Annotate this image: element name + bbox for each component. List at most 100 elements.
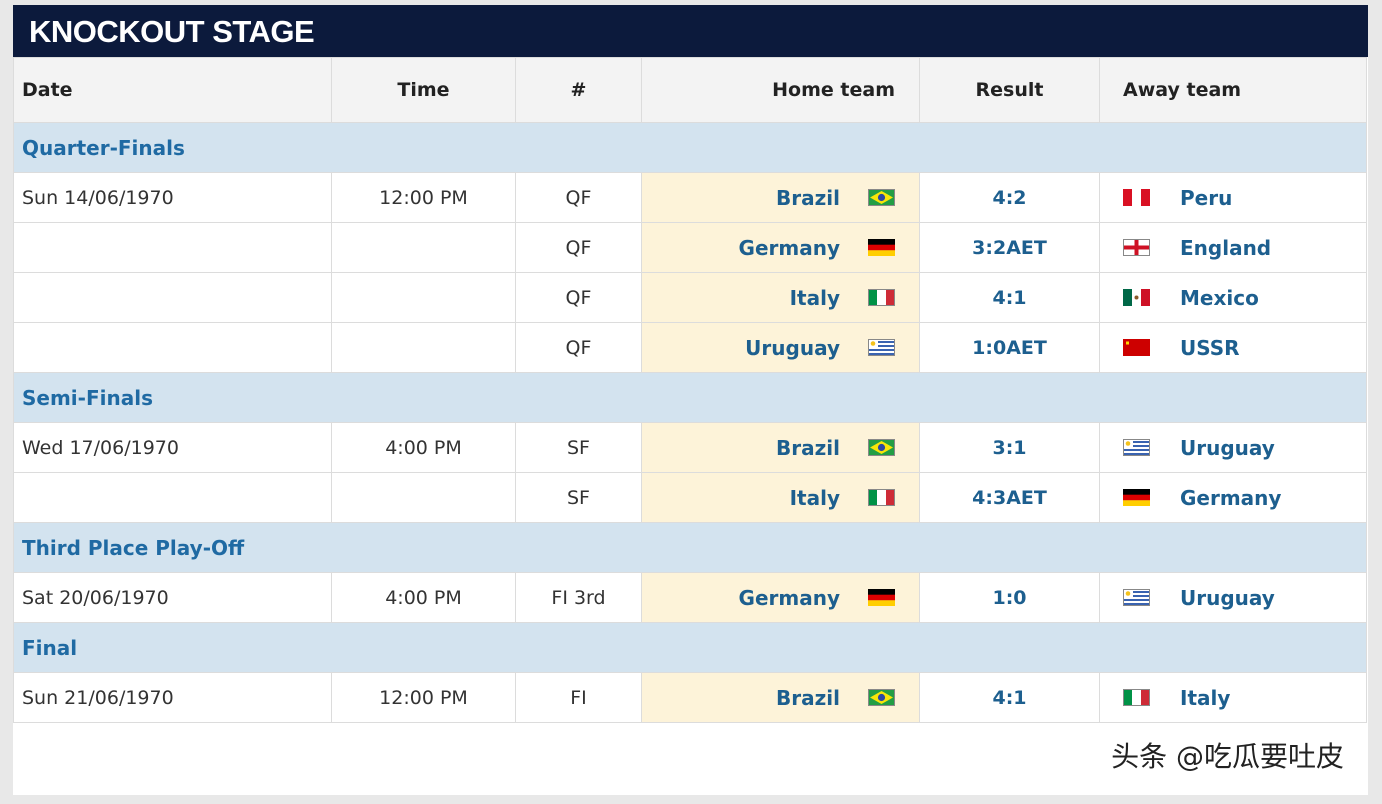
home-cell: Uruguay (641, 322, 920, 373)
home-team[interactable]: Brazil (776, 685, 840, 710)
time (331, 472, 516, 523)
flag (1123, 239, 1150, 256)
time (331, 322, 516, 373)
flag (868, 689, 895, 706)
time: 4:00 PM (331, 572, 516, 623)
result[interactable]: 1:0AET (919, 322, 1100, 373)
away-team[interactable]: Uruguay (1180, 435, 1275, 460)
result[interactable]: 3:1 (919, 422, 1100, 473)
flag (1123, 339, 1150, 356)
away-cell: Uruguay (1099, 572, 1367, 623)
column-header[interactable]: Away team (1099, 57, 1367, 123)
match-row: Sun 14/06/1970 12:00 PM QF Brazil 4:2 Peru (13, 172, 1367, 223)
column-header[interactable]: Date (13, 57, 332, 123)
section-title: Semi-Finals (13, 372, 1367, 423)
match-row: SF Italy 4:3AET Germany (13, 472, 1367, 523)
home-cell: Brazil (641, 672, 920, 723)
table-body: Quarter-Finals Sun 14/06/1970 12:00 PM QF Br… (13, 122, 1367, 723)
panel: KNOCKOUT STAGE Date Time # Home team Res… (13, 5, 1368, 795)
flag (868, 439, 895, 456)
flag (1123, 489, 1150, 506)
match-code: SF (515, 422, 642, 473)
fixtures-table: Date Time # Home team Result Away team Q… (13, 57, 1367, 723)
result[interactable]: 3:2AET (919, 222, 1100, 273)
match-code: QF (515, 222, 642, 273)
flag (1123, 439, 1150, 456)
away-team[interactable]: Uruguay (1180, 585, 1275, 610)
away-cell: Germany (1099, 472, 1367, 523)
flag (868, 189, 895, 206)
match-code: FI 3rd (515, 572, 642, 623)
date (13, 222, 332, 273)
date (13, 272, 332, 323)
result[interactable]: 1:0 (919, 572, 1100, 623)
home-cell: Germany (641, 572, 920, 623)
flag (1123, 589, 1150, 606)
home-cell: Germany (641, 222, 920, 273)
match-row: QF Italy 4:1 Mexico (13, 272, 1367, 323)
away-team[interactable]: Peru (1180, 185, 1233, 210)
section-title: Third Place Play-Off (13, 522, 1367, 573)
result[interactable]: 4:3AET (919, 472, 1100, 523)
time: 12:00 PM (331, 672, 516, 723)
time: 4:00 PM (331, 422, 516, 473)
watermark: 头条 @吃瓜要吐皮 (1111, 740, 1344, 773)
away-team[interactable]: Italy (1180, 685, 1231, 710)
result[interactable]: 4:1 (919, 672, 1100, 723)
match-row: QF Uruguay 1:0AET USSR (13, 322, 1367, 373)
home-cell: Italy (641, 472, 920, 523)
column-header[interactable]: Time (331, 57, 516, 123)
date: Sat 20/06/1970 (13, 572, 332, 623)
home-cell: Brazil (641, 172, 920, 223)
column-header[interactable]: Result (919, 57, 1100, 123)
date: Sun 14/06/1970 (13, 172, 332, 223)
section-row: Final (13, 622, 1367, 673)
title: KNOCKOUT STAGE (13, 5, 1368, 57)
match-code: FI (515, 672, 642, 723)
away-team[interactable]: England (1180, 235, 1272, 260)
home-team[interactable]: Italy (789, 285, 840, 310)
home-team[interactable]: Brazil (776, 185, 840, 210)
result[interactable]: 4:2 (919, 172, 1100, 223)
home-team[interactable]: Uruguay (745, 335, 840, 360)
flag (1123, 289, 1150, 306)
away-cell: Uruguay (1099, 422, 1367, 473)
result[interactable]: 4:1 (919, 272, 1100, 323)
away-cell: England (1099, 222, 1367, 273)
home-team[interactable]: Brazil (776, 435, 840, 460)
match-code: QF (515, 322, 642, 373)
match-row: Wed 17/06/1970 4:00 PM SF Brazil 3:1 Uruguay (13, 422, 1367, 473)
home-team[interactable]: Italy (789, 485, 840, 510)
match-code: QF (515, 272, 642, 323)
flag (1123, 189, 1150, 206)
home-team[interactable]: Germany (738, 585, 840, 610)
away-team[interactable]: USSR (1180, 335, 1240, 360)
time: 12:00 PM (331, 172, 516, 223)
section-row: Semi-Finals (13, 372, 1367, 423)
date (13, 472, 332, 523)
match-code: SF (515, 472, 642, 523)
away-team[interactable]: Germany (1180, 485, 1282, 510)
home-cell: Brazil (641, 422, 920, 473)
time (331, 272, 516, 323)
away-cell: Italy (1099, 672, 1367, 723)
column-header[interactable]: Home team (641, 57, 920, 123)
section-title: Quarter-Finals (13, 122, 1367, 173)
section-title: Final (13, 622, 1367, 673)
column-header[interactable]: # (515, 57, 642, 123)
match-row: Sun 21/06/1970 12:00 PM FI Brazil 4:1 Italy (13, 672, 1367, 723)
section-row: Quarter-Finals (13, 122, 1367, 173)
date (13, 322, 332, 373)
away-team[interactable]: Mexico (1180, 285, 1259, 310)
time (331, 222, 516, 273)
away-cell: Mexico (1099, 272, 1367, 323)
flag (868, 489, 895, 506)
match-row: Sat 20/06/1970 4:00 PM FI 3rd Germany 1:0 Uru… (13, 572, 1367, 623)
flag (1123, 689, 1150, 706)
section-row: Third Place Play-Off (13, 522, 1367, 573)
flag (868, 289, 895, 306)
flag (868, 239, 895, 256)
home-team[interactable]: Germany (738, 235, 840, 260)
away-cell: Peru (1099, 172, 1367, 223)
header-row: Date Time # Home team Result Away team (13, 57, 1367, 123)
